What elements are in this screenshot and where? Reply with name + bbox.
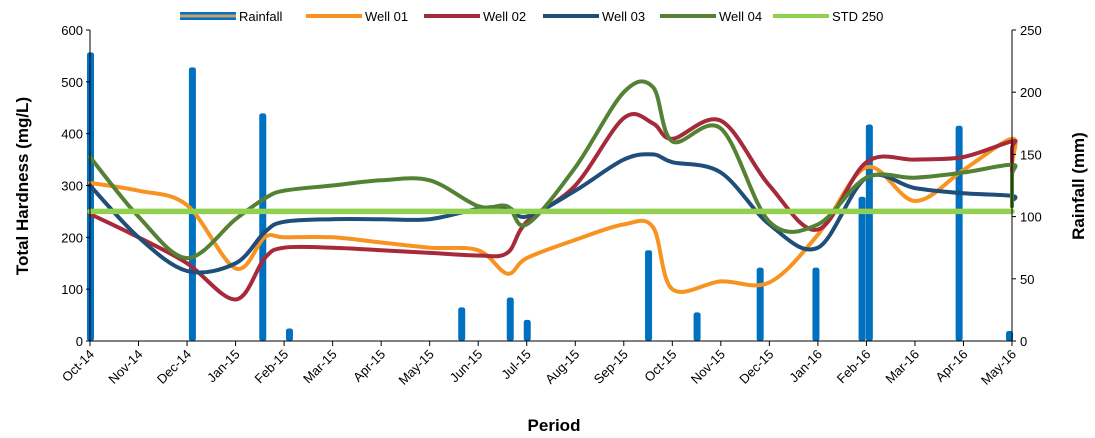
x-tick-label: Jun-15 xyxy=(447,347,486,386)
x-tick-label: Dec-14 xyxy=(154,347,194,387)
well-02-line xyxy=(88,112,1018,302)
x-tick-label: Apr-15 xyxy=(350,347,388,385)
legend-label-well-04: Well 04 xyxy=(719,9,762,24)
y2-tick-label: 200 xyxy=(1020,85,1042,100)
x-tick-label: Jan-15 xyxy=(204,347,243,386)
x-axis-title: Period xyxy=(528,416,581,435)
x-tick-label: Dec-15 xyxy=(736,347,776,387)
x-tick-label: Nov-14 xyxy=(105,347,145,387)
y2-tick-label: 150 xyxy=(1020,147,1042,162)
rainfall-bar xyxy=(693,312,701,341)
legend-label-rainfall: Rainfall xyxy=(239,9,282,24)
rainfall-bar xyxy=(812,267,820,341)
y-tick-label: 200 xyxy=(61,230,83,245)
x-tick-label: Nov-15 xyxy=(688,347,728,387)
y-tick-label: 400 xyxy=(61,127,83,142)
y2-tick-label: 50 xyxy=(1020,272,1034,287)
y2-tick-label: 0 xyxy=(1020,334,1027,349)
legend-label-well-02: Well 02 xyxy=(483,9,526,24)
x-tick-label: Feb-15 xyxy=(251,347,291,387)
y2-tick-label: 100 xyxy=(1020,210,1042,225)
x-tick-label: Feb-16 xyxy=(834,347,874,387)
legend-label-well-01: Well 01 xyxy=(365,9,408,24)
y-axis-title: Total Hardness (mg/L) xyxy=(13,97,32,275)
x-tick-label: Oct-15 xyxy=(641,347,679,385)
rainfall-bar xyxy=(955,125,963,342)
rainfall-bar xyxy=(858,196,866,341)
x-tick-label: May-15 xyxy=(396,347,437,388)
rainfall-bar xyxy=(506,297,514,341)
y-tick-label: 300 xyxy=(61,179,83,194)
x-tick-label: May-16 xyxy=(978,347,1019,388)
y-tick-label: 500 xyxy=(61,75,83,90)
rainfall-bar xyxy=(645,250,653,341)
y2-tick-label: 250 xyxy=(1020,23,1042,38)
well-03-line xyxy=(88,152,1018,275)
plot-area xyxy=(87,52,1018,342)
x-tick-label: Mar-16 xyxy=(882,347,922,387)
legend-label-well-03: Well 03 xyxy=(602,9,645,24)
x-tick-label: Oct-14 xyxy=(59,347,97,385)
x-tick-label: Jan-16 xyxy=(786,347,825,386)
well-01-line xyxy=(88,136,1018,294)
x-tick-label: Mar-15 xyxy=(300,347,340,387)
x-tick-label: Apr-16 xyxy=(932,347,970,385)
x-tick-label: Aug-15 xyxy=(542,347,582,387)
well-04-line xyxy=(88,79,1018,261)
rainfall-bar xyxy=(756,267,764,341)
y-tick-label: 100 xyxy=(61,282,83,297)
rainfall-bar xyxy=(285,328,293,341)
rainfall-bar xyxy=(188,67,196,341)
rainfall-bar xyxy=(458,307,466,341)
legend: Rainfall Well 01 Well 02 Well 03 Well 04 STD … xyxy=(180,9,883,24)
y2-axis-title: Rainfall (mm) xyxy=(1069,132,1088,240)
x-tick-label: Jul-15 xyxy=(498,347,534,383)
x-tick-label: Sep-15 xyxy=(591,347,631,387)
legend-label-std-250: STD 250 xyxy=(832,9,883,24)
rainfall-bar xyxy=(523,319,531,341)
axes: Period Total Hardness (mg/L) Rainfall (m… xyxy=(13,23,1088,435)
y-tick-label: 0 xyxy=(76,334,83,349)
rainfall-bar xyxy=(1006,336,1013,341)
y-tick-label: 600 xyxy=(61,23,83,38)
rainfall-bar xyxy=(259,113,267,342)
